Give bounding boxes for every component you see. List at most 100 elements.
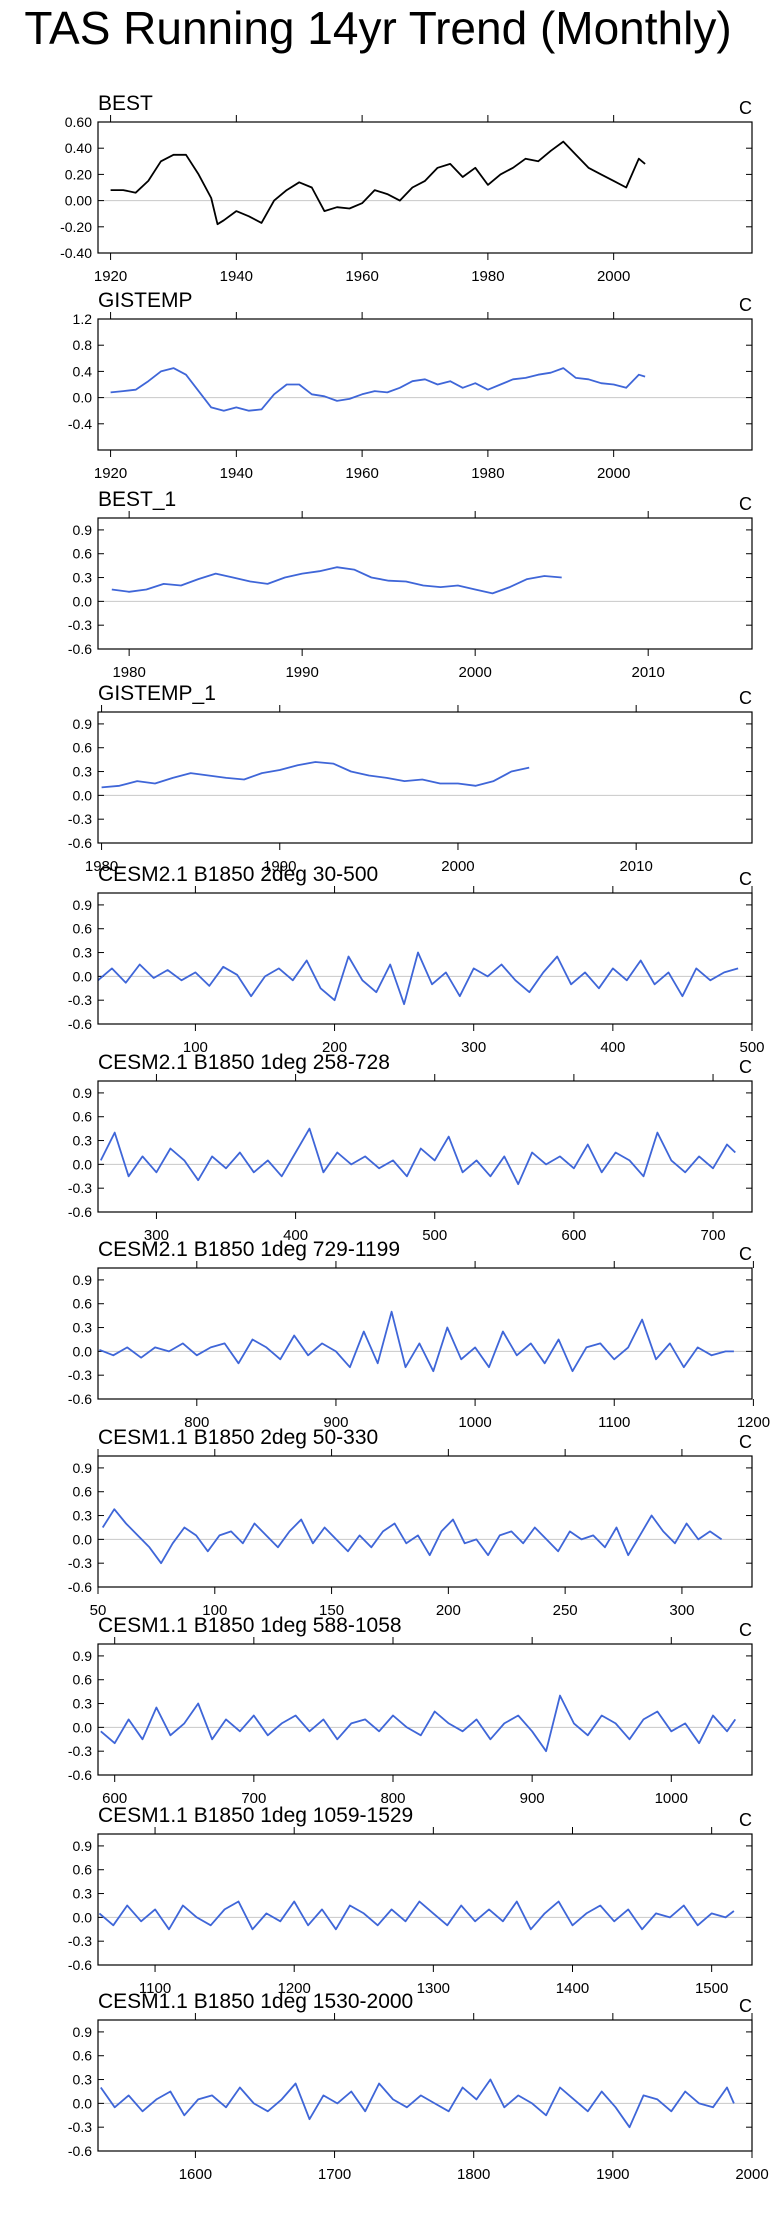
x-tick-label: 1920 [94,268,127,285]
chart-panel: CESM1.1 B1850 2deg 50-330 C -0.6 -0.3 0.0 0.3… [68,1426,753,1619]
y-tick-label: 0.3 [73,570,93,586]
series-line [100,1694,737,1753]
y-tick-label: 0.6 [73,1109,93,1125]
y-tick-label: 0.0 [73,1343,93,1359]
x-tick-label: 1100 [598,1414,630,1431]
y-tick-label: 0.20 [65,166,92,182]
x-tick-label: 150 [319,1602,344,1619]
x-tick-label: 1600 [179,2166,212,2183]
y-tick-label: 0.9 [73,1838,93,1854]
y-tick-label: 0.6 [73,1296,93,1312]
y-tick-label: 0.3 [73,1886,93,1902]
panel-title: CESM1.1 B1850 1deg 1059-1529 [98,1804,413,1827]
x-tick-label: 1940 [220,465,253,482]
y-tick-label: -0.3 [68,1180,92,1196]
units-label: C [739,295,752,315]
plot-frame [97,1080,753,1213]
x-tick-label: 250 [553,1602,578,1619]
y-tick-label: 0.4 [73,363,93,379]
y-tick-label: 0.9 [73,716,93,732]
plot-frame [97,1643,753,1776]
y-tick-label: -0.3 [68,2119,92,2135]
plot-frame [97,1833,753,1966]
units-label: C [739,1057,752,1077]
x-tick-label: 1900 [596,2166,629,2183]
y-tick-label: 0.40 [65,140,92,156]
x-tick-label: 1800 [457,2166,490,2183]
panels: BEST C -0.40 -0.20 0.00 0.20 0.40 0.60 1920 1940 1… [60,92,770,2183]
x-tick-label: 2000 [441,858,474,875]
x-tick-label: 100 [183,1039,208,1056]
y-tick-label: -0.3 [68,811,92,827]
y-tick-label: 0.6 [73,1862,93,1878]
x-tick-label: 1980 [471,268,504,285]
x-tick-label: 2000 [597,465,630,482]
y-tick-label: -0.6 [68,1957,92,1973]
x-tick-label: 1980 [112,664,145,681]
x-tick-label: 300 [669,1602,694,1619]
x-tick-label: 1980 [471,465,504,482]
y-tick-label: 0.6 [73,1672,93,1688]
x-tick-label: 700 [241,1790,266,1807]
plot-frame [97,892,753,1025]
x-tick-label: 1960 [345,268,378,285]
x-tick-label: 200 [436,1602,461,1619]
y-tick-label: 0.9 [73,1272,93,1288]
chart-panel: CESM2.1 B1850 1deg 729-1199 C -0.6 -0.3 0.0 0… [68,1238,770,1431]
units-label: C [739,869,752,889]
x-tick-label: 1100 [139,1980,171,1997]
y-tick-label: 0.0 [73,390,93,406]
x-tick-label: 1980 [85,858,118,875]
panel-title: CESM2.1 B1850 1deg 258-728 [98,1051,390,1074]
plot-frame [97,517,753,650]
y-tick-label: 0.0 [73,968,93,984]
x-tick-label: 1200 [737,1414,770,1431]
y-tick-label: -0.6 [68,641,92,657]
chart-panel: BEST C -0.40 -0.20 0.00 0.20 0.40 0.60 1920 1940 1… [60,92,753,285]
x-tick-label: 2010 [619,858,652,875]
y-tick-label: -0.20 [60,219,92,235]
y-tick-label: 0.9 [73,1648,93,1664]
y-tick-label: 0.3 [73,1133,93,1149]
y-tick-label: 0.6 [73,2048,93,2064]
y-tick-label: 0.6 [73,740,93,756]
x-tick-label: 1400 [556,1980,589,1997]
y-tick-label: 0.9 [73,1460,93,1476]
y-tick-label: 0.6 [73,546,93,562]
series-line [100,2078,735,2129]
series-line [110,140,646,226]
y-tick-label: -0.6 [68,1016,92,1032]
series-line [97,951,739,1006]
y-tick-label: -0.3 [68,1933,92,1949]
panel-title: CESM2.1 B1850 2deg 30-500 [98,863,378,886]
y-tick-label: 0.0 [73,1156,93,1172]
y-tick-label: -0.3 [68,1367,92,1383]
chart-panel: CESM1.1 B1850 1deg 588-1058 C -0.6 -0.3 0.0 0… [68,1614,753,1807]
y-tick-label: 0.9 [73,1085,93,1101]
x-tick-label: 2000 [735,2166,768,2183]
x-tick-label: 700 [701,1227,726,1244]
y-tick-label: -0.40 [60,245,92,261]
series-line [98,1900,735,1931]
plot-frame [97,1267,753,1400]
x-tick-label: 2000 [597,268,630,285]
x-tick-label: 500 [739,1039,764,1056]
units-label: C [739,1996,752,2016]
panel-title: CESM1.1 B1850 1deg 1530-2000 [98,1990,413,2013]
x-tick-label: 400 [283,1227,308,1244]
x-tick-label: 800 [380,1790,405,1807]
units-label: C [739,98,752,118]
x-tick-label: 1300 [417,1980,450,1997]
plot-frame [97,711,753,844]
x-tick-label: 50 [90,1602,107,1619]
x-tick-label: 1990 [285,664,318,681]
y-tick-label: 0.3 [73,1508,93,1524]
x-tick-label: 300 [144,1227,169,1244]
units-label: C [739,1620,752,1640]
x-tick-label: 1200 [278,1980,311,1997]
y-tick-label: 0.0 [73,593,93,609]
x-tick-label: 1000 [458,1414,491,1431]
chart-panel: CESM2.1 B1850 1deg 258-728 C -0.6 -0.3 0.0 0.… [68,1051,753,1244]
units-label: C [739,1810,752,1830]
